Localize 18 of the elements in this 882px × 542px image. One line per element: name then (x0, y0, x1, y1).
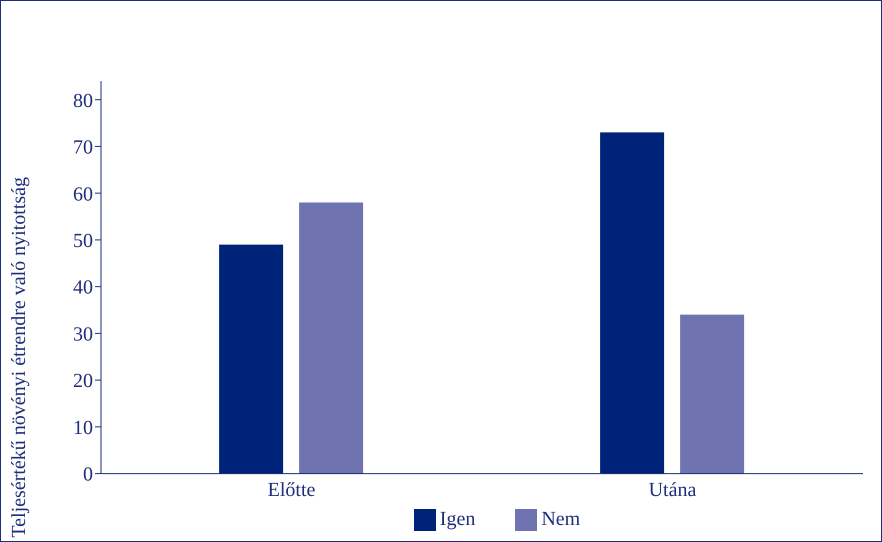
y-tick-label: 80 (73, 90, 93, 112)
y-tick-label: 70 (73, 136, 93, 159)
y-tick-label: 30 (73, 323, 93, 346)
bar (219, 244, 284, 474)
y-tick-label: 40 (73, 276, 93, 299)
bar (680, 314, 744, 474)
y-axis-title: Teljesértékű növényi étrendre való nyitottság (8, 176, 30, 538)
y-tick-label: 0 (83, 464, 93, 486)
legend-label: Nem (541, 508, 580, 530)
y-tick-label: 10 (73, 416, 93, 439)
x-tick-label: Előtte (268, 478, 316, 501)
legend-label: Igen (440, 508, 476, 530)
bar (299, 202, 364, 474)
y-tick-label: 50 (73, 230, 93, 252)
y-tick-label: 60 (73, 183, 93, 206)
y-tick-label: 20 (73, 370, 93, 392)
bar (600, 132, 664, 474)
x-tick-label: Utána (648, 478, 696, 501)
